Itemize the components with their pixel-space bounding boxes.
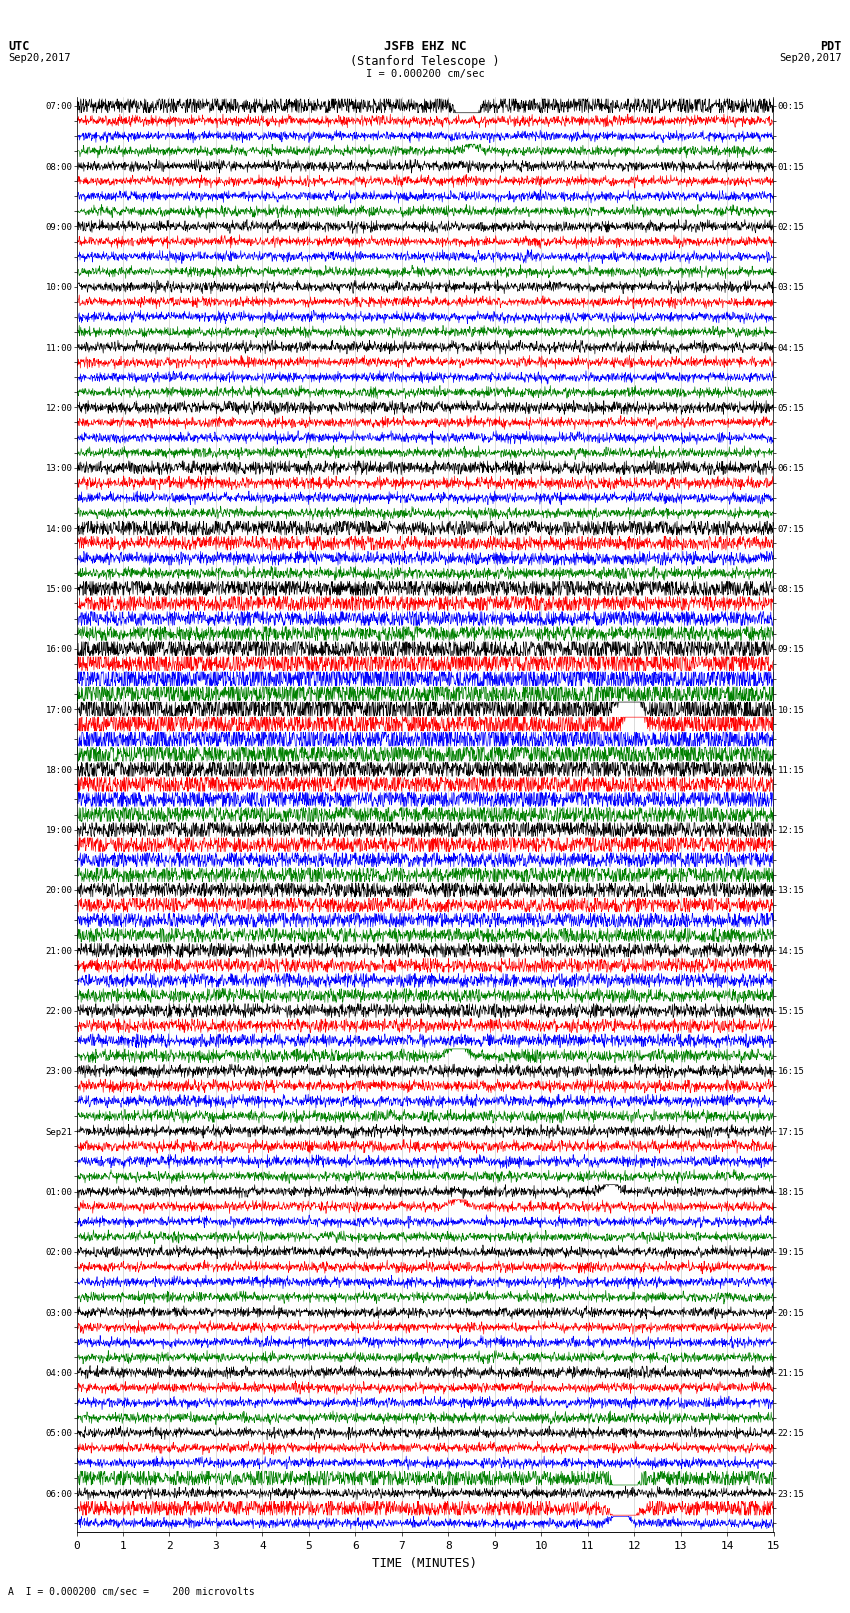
X-axis label: TIME (MINUTES): TIME (MINUTES) <box>372 1557 478 1569</box>
Text: (Stanford Telescope ): (Stanford Telescope ) <box>350 55 500 68</box>
Text: UTC: UTC <box>8 40 30 53</box>
Text: Sep20,2017: Sep20,2017 <box>779 53 842 63</box>
Text: PDT: PDT <box>820 40 842 53</box>
Text: Sep20,2017: Sep20,2017 <box>8 53 71 63</box>
Text: A  I = 0.000200 cm/sec =    200 microvolts: A I = 0.000200 cm/sec = 200 microvolts <box>8 1587 255 1597</box>
Text: JSFB EHZ NC: JSFB EHZ NC <box>383 40 467 53</box>
Text: I = 0.000200 cm/sec: I = 0.000200 cm/sec <box>366 69 484 79</box>
